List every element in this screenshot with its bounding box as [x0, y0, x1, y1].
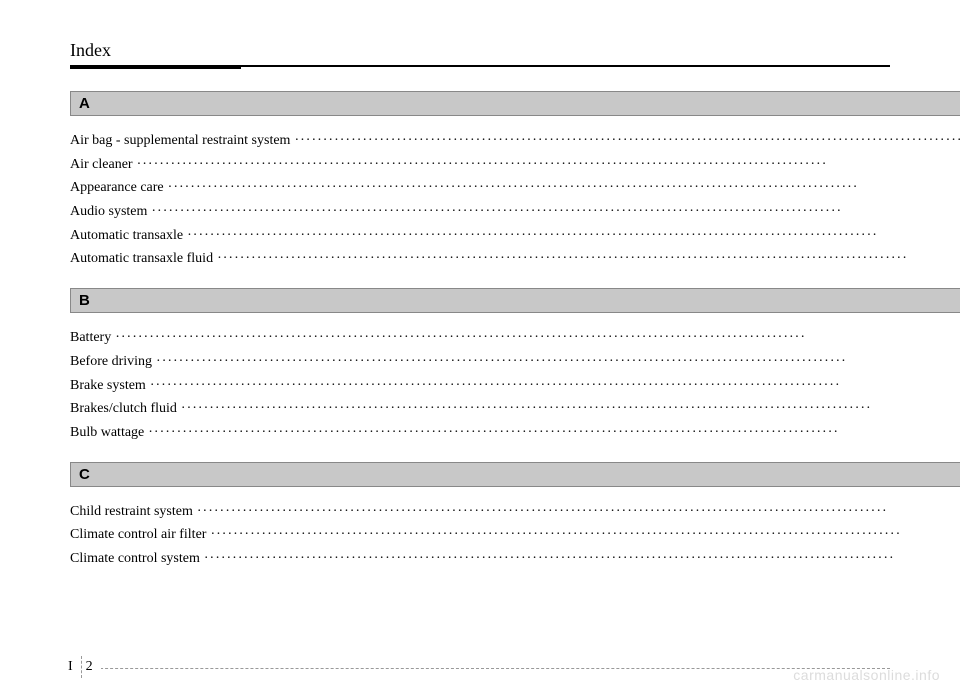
footer-divider — [70, 668, 890, 669]
page-number: 2 — [86, 659, 93, 675]
entry-dots — [197, 501, 960, 523]
page-title: Index — [70, 40, 241, 69]
index-entry: Brakes/clutch fluid7-29 — [70, 398, 960, 420]
index-entry: Battery7-39 — [70, 327, 960, 349]
content-area: AAir bag - supplemental restraint system… — [70, 85, 890, 635]
entry-label: Air bag - supplemental restraint system — [70, 130, 290, 152]
entry-label: Brake system — [70, 375, 146, 397]
index-entry: Child restraint system3-27 — [70, 501, 960, 523]
page-marker: I 2 — [68, 656, 101, 678]
section-letter-header: C — [70, 462, 960, 487]
entry-dots — [137, 154, 960, 176]
entry-label: Appearance care — [70, 177, 164, 199]
entry-label: Climate control air filter — [70, 524, 206, 546]
index-entry: Climate control system4-57 — [70, 548, 960, 570]
entry-dots — [156, 351, 960, 373]
index-entry: Brake system5-18 — [70, 375, 960, 397]
entry-label: Air cleaner — [70, 154, 133, 176]
watermark: carmanualsonline.info — [793, 667, 940, 683]
index-section: A Air bag - supplemental restraint system… — [70, 91, 960, 270]
entry-dots — [168, 177, 960, 199]
left-column: A Air bag - supplemental restraint system… — [70, 85, 960, 635]
index-section: CChild restraint system3-27Climate contr… — [70, 462, 960, 570]
entry-dots — [294, 130, 960, 152]
entry-dots — [151, 201, 960, 223]
entry-dots — [217, 248, 960, 270]
entry-dots — [148, 422, 960, 444]
entry-label: Automatic transaxle — [70, 225, 183, 247]
entry-dots — [210, 524, 960, 546]
entry-label: Climate control system — [70, 548, 200, 570]
page-header: Index — [70, 40, 890, 67]
entry-dots — [115, 327, 960, 349]
index-entry: Automatic transaxle5-12 — [70, 225, 960, 247]
index-entry: Bulb wattage9-2 — [70, 422, 960, 444]
entry-dots — [204, 548, 960, 570]
entry-label: Brakes/clutch fluid — [70, 398, 177, 420]
entry-label: Automatic transaxle fluid — [70, 248, 213, 270]
entry-dots — [150, 375, 960, 397]
section-letter-header: B — [70, 288, 960, 313]
index-entry: Before driving5-3 — [70, 351, 960, 373]
entry-label: Audio system — [70, 201, 147, 223]
index-entry: Air cleaner7-33 — [70, 154, 960, 176]
entry-dots — [181, 398, 960, 420]
entry-label: Battery — [70, 327, 111, 349]
index-entry: Climate control air filter7-35 — [70, 524, 960, 546]
entry-label: Before driving — [70, 351, 152, 373]
entry-dots — [187, 225, 960, 247]
index-entry: Audio system4-77 — [70, 201, 960, 223]
section-letter-header: A — [70, 91, 960, 116]
index-entry: Air bag - supplemental restraint system3… — [70, 130, 960, 152]
page-footer: I 2 — [70, 668, 890, 669]
index-section: B Battery7-39Before driving5-3Brake syste… — [70, 288, 960, 443]
index-entry: Appearance care7-71 — [70, 177, 960, 199]
section-letter: I — [68, 659, 73, 675]
entry-label: Bulb wattage — [70, 422, 144, 444]
entry-label: Child restraint system — [70, 501, 193, 523]
index-entry: Automatic transaxle fluid7-30 — [70, 248, 960, 270]
page-marker-divider — [81, 656, 82, 678]
